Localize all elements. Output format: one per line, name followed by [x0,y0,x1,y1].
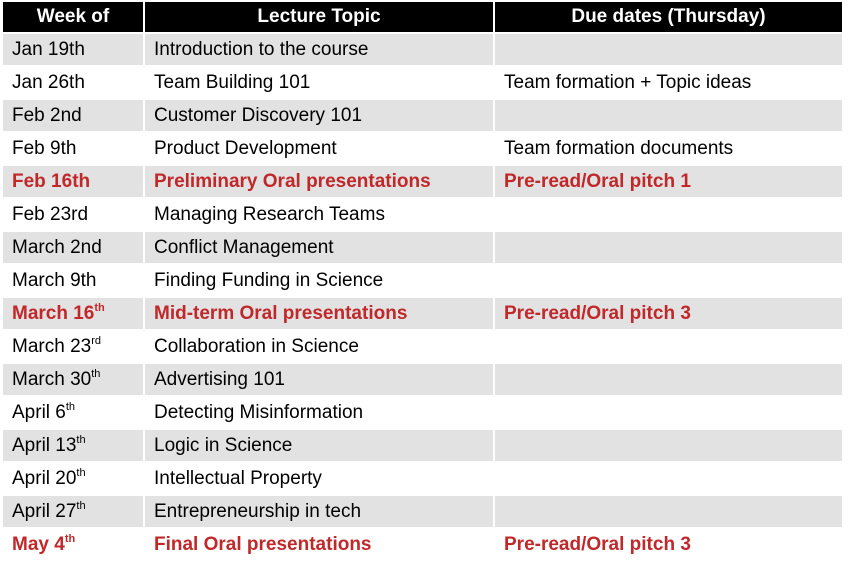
week-text: March 9th [12,269,97,291]
header-lecture-topic: Lecture Topic [145,2,493,32]
due-cell [495,34,842,65]
due-cell [495,265,842,296]
topic-cell: Logic in Science [145,430,493,461]
table-row: March 30th Advertising 101 [3,364,842,395]
week-text: March 23 [12,335,92,357]
due-cell: Pre-read/Oral pitch 3 [495,298,842,329]
due-cell: Team formation + Topic ideas [495,67,842,98]
due-cell [495,463,842,494]
week-ordinal-suffix: th [76,499,86,512]
week-text: Jan 26th [12,71,85,93]
week-cell: Jan 19th [3,34,143,65]
week-ordinal-suffix: th [64,532,76,545]
week-cell: Feb 16th [3,166,143,197]
topic-cell: Intellectual Property [145,463,493,494]
header-due-dates: Due dates (Thursday) [495,2,842,32]
week-text: April 6 [12,401,66,423]
table-row: April 27th Entrepreneurship in tech [3,496,842,527]
week-text: Feb 23rd [12,203,89,225]
topic-cell: Collaboration in Science [145,331,493,362]
topic-cell: Advertising 101 [145,364,493,395]
week-ordinal-suffix: rd [91,334,101,347]
week-text: May 4 [12,533,65,555]
header-week-of: Week of [3,2,143,32]
due-cell [495,430,842,461]
due-cell [495,100,842,131]
week-text: April 13 [12,434,77,456]
week-ordinal-suffix: th [91,367,101,380]
due-cell [495,331,842,362]
topic-cell: Preliminary Oral presentations [145,166,493,197]
week-text: Feb 16th [12,170,91,192]
week-text: March 2nd [12,236,102,258]
week-cell: March 23rd [3,331,143,362]
week-text: Jan 19th [12,38,85,60]
topic-cell: Introduction to the course [145,34,493,65]
table-row: Feb 2nd Customer Discovery 101 [3,100,842,131]
week-ordinal-suffix: th [76,466,86,479]
week-text: April 27 [12,500,77,522]
due-cell [495,496,842,527]
week-cell: March 16th [3,298,143,329]
topic-cell: Detecting Misinformation [145,397,493,428]
week-cell: March 9th [3,265,143,296]
week-cell: March 2nd [3,232,143,263]
week-cell: Feb 9th [3,133,143,164]
table-row: March 16th Mid-term Oral presentations Pre… [3,298,842,329]
table-row: April 6th Detecting Misinformation [3,397,842,428]
week-ordinal-suffix: th [65,400,76,413]
week-cell: April 13th [3,430,143,461]
table-row: Feb 16th Preliminary Oral presentations Pr… [3,166,842,197]
week-text: March 16 [12,302,95,324]
week-text: Feb 9th [12,137,77,159]
due-cell [495,232,842,263]
topic-cell: Customer Discovery 101 [145,100,493,131]
due-cell: Pre-read/Oral pitch 3 [495,529,842,560]
topic-cell: Team Building 101 [145,67,493,98]
week-cell: April 6th [3,397,143,428]
table-row: March 23rd Collaboration in Science [3,331,842,362]
due-cell [495,364,842,395]
topic-cell: Final Oral presentations [145,529,493,560]
due-cell [495,199,842,230]
table-row: April 20th Intellectual Property [3,463,842,494]
schedule-table: Week of Lecture Topic Due dates (Thursda… [1,0,844,562]
due-cell [495,397,842,428]
week-cell: Jan 26th [3,67,143,98]
week-cell: Feb 2nd [3,100,143,131]
week-cell: March 30th [3,364,143,395]
schedule-body: Jan 19th Introduction to the course Jan 26… [3,34,842,560]
week-cell: April 20th [3,463,143,494]
due-cell: Pre-read/Oral pitch 1 [495,166,842,197]
table-row: Feb 23rd Managing Research Teams [3,199,842,230]
table-row: Feb 9th Product Development Team formation… [3,133,842,164]
due-cell: Team formation documents [495,133,842,164]
week-ordinal-suffix: th [94,301,105,314]
table-row: March 9th Finding Funding in Science [3,265,842,296]
topic-cell: Mid-term Oral presentations [145,298,493,329]
week-text: March 30 [12,368,92,390]
week-cell: May 4th [3,529,143,560]
week-cell: Feb 23rd [3,199,143,230]
week-ordinal-suffix: th [76,433,86,446]
topic-cell: Conflict Management [145,232,493,263]
topic-cell: Entrepreneurship in tech [145,496,493,527]
topic-cell: Product Development [145,133,493,164]
header-row: Week of Lecture Topic Due dates (Thursda… [3,2,842,32]
week-cell: April 27th [3,496,143,527]
table-row: May 4th Final Oral presentations Pre-read/… [3,529,842,560]
table-row: Jan 19th Introduction to the course [3,34,842,65]
table-row: March 2nd Conflict Management [3,232,842,263]
topic-cell: Managing Research Teams [145,199,493,230]
table-row: Jan 26th Team Building 101 Team formation … [3,67,842,98]
topic-cell: Finding Funding in Science [145,265,493,296]
week-text: April 20 [12,467,77,489]
week-text: Feb 2nd [12,104,82,126]
table-row: April 13th Logic in Science [3,430,842,461]
